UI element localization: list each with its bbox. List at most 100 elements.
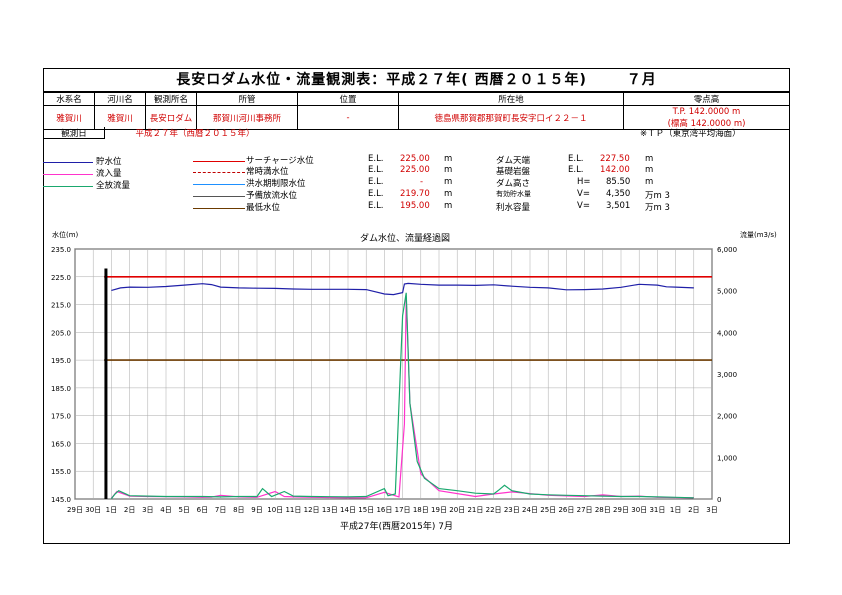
x-tick-label: 2日 <box>124 506 135 514</box>
y-right-tick-label: 6,000 <box>717 246 737 254</box>
dam-spec-value: 4,350 <box>606 189 631 199</box>
y-right-label: 流量(m3/s) <box>740 231 777 239</box>
dam-spec-unit: 万m 3 <box>645 191 670 201</box>
value-cell: 那賀川河川事務所 <box>196 105 298 130</box>
elev-el: E.L. <box>368 201 384 211</box>
elev-unit: m <box>444 165 453 175</box>
legend-label: 最低水位 <box>246 203 281 213</box>
y-left-label: 水位(m) <box>52 231 79 239</box>
title-era: 西暦２０１５年) <box>474 72 587 88</box>
elev-unit: m <box>444 177 453 187</box>
elev-el: E.L. <box>368 154 384 164</box>
value-cell: 長安ロダム <box>145 105 197 130</box>
x-tick-label: 13日 <box>322 506 338 514</box>
dam-spec-unit: 万m 3 <box>645 203 670 213</box>
elev-unit: m <box>444 201 453 211</box>
x-tick-label: 10日 <box>267 506 283 514</box>
x-tick-label: 17日 <box>395 506 411 514</box>
elev-el: E.L. <box>368 189 384 199</box>
x-tick-label: 3日 <box>142 506 153 514</box>
zero-altitude: (標高 142.0000 m) <box>623 117 790 130</box>
x-tick-label: 30日 <box>631 506 647 514</box>
legend-label: 流入量 <box>96 169 122 179</box>
x-tick-label: 5日 <box>178 506 189 514</box>
y-left-tick-label: 145.0 <box>51 496 71 504</box>
legend-swatch <box>193 172 245 173</box>
legend-swatch <box>43 162 93 163</box>
dam-spec-pre: V= <box>577 189 590 199</box>
x-tick-label: 6日 <box>197 506 208 514</box>
legend-label: 貯水位 <box>96 157 122 167</box>
info-value-row: 雅賀川 雅賀川 長安ロダム 那賀川河川事務所 - 徳島県那賀郡那賀町長安字口イ２… <box>43 105 790 130</box>
dam-spec-pre: V= <box>577 201 590 211</box>
x-tick-label: 15日 <box>358 506 374 514</box>
dam-spec-label: ダム高さ <box>496 179 531 189</box>
dam-spec-value: 227.50 <box>600 154 630 164</box>
x-tick-label: 7日 <box>215 506 226 514</box>
series-line-貯水位 <box>111 282 694 296</box>
x-tick-label: 16日 <box>376 506 392 514</box>
x-tick-label: 2日 <box>688 506 699 514</box>
dam-spec-value: 85.50 <box>606 177 631 187</box>
dam-spec-unit: m <box>645 177 654 187</box>
legend-swatch <box>193 184 245 185</box>
legend-label: 予備放流水位 <box>246 191 298 201</box>
legend-swatch <box>193 161 245 162</box>
elev-unit: m <box>444 189 453 199</box>
legend-swatch <box>193 208 245 209</box>
x-tick-label: 1日 <box>670 506 681 514</box>
value-cell: T.P. 142.0000 m <box>623 105 790 117</box>
x-tick-label: 9日 <box>251 506 262 514</box>
y-right-tick-label: 0 <box>717 496 721 504</box>
x-tick-label: 3日 <box>706 506 717 514</box>
legend-swatch <box>43 174 93 175</box>
x-tick-label: 21日 <box>467 506 483 514</box>
series-line-全放流量 <box>110 292 694 499</box>
dam-spec-value: 142.00 <box>600 165 630 175</box>
obs-year-label: 観測日 <box>43 127 105 139</box>
dam-spec-label: 基礎岩盤 <box>496 167 531 177</box>
elev-unit: m <box>444 154 453 164</box>
x-tick-label: 22日 <box>486 506 502 514</box>
title-month: ７月 <box>626 72 657 88</box>
legend-label: 常時満水位 <box>246 167 289 177</box>
report-title: 長安ロダム水位・流量観測表：平成２７年( 西暦２０１５年) ７月 <box>43 68 790 92</box>
y-left-tick-label: 205.0 <box>51 329 71 337</box>
obs-row: 観測日 平成２７年（西暦２０１５年） <box>43 127 285 139</box>
elev-value: 219.70 <box>400 189 430 199</box>
x-tick-label: 31日 <box>649 506 665 514</box>
dam-spec-unit: m <box>645 154 654 164</box>
legend-swatch <box>43 186 93 187</box>
x-tick-label: 4日 <box>160 506 171 514</box>
x-tick-label: 24日 <box>522 506 538 514</box>
x-tick-label: 29日 <box>613 506 629 514</box>
y-right-tick-label: 2,000 <box>717 413 737 421</box>
y-right-tick-label: 3,000 <box>717 371 737 379</box>
x-tick-label: 26日 <box>558 506 574 514</box>
x-tick-label: 20日 <box>449 506 465 514</box>
value-cell: 徳島県那賀郡那賀町長安字口イ２２－１ <box>398 105 624 130</box>
y-right-tick-label: 5,000 <box>717 288 737 296</box>
x-tick-label: 14日 <box>340 506 356 514</box>
dam-spec-value: 3,501 <box>606 201 631 211</box>
x-tick-label: 18日 <box>413 506 429 514</box>
dam-spec-label: ダム天端 <box>496 156 531 166</box>
y-right-tick-label: 4,000 <box>717 329 737 337</box>
dam-spec-unit: m <box>645 165 654 175</box>
elev-value: 225.00 <box>400 165 430 175</box>
report-frame <box>43 68 790 544</box>
y-left-tick-label: 175.0 <box>51 413 71 421</box>
datum-note: ※ＴＰ（東京湾平均海面） <box>640 129 741 139</box>
y-left-tick-label: 185.0 <box>51 385 71 393</box>
x-tick-label: 11日 <box>285 506 301 514</box>
legend-label: サーチャージ水位 <box>246 156 314 166</box>
legend-label: 全放流量 <box>96 181 131 191</box>
x-tick-label: 19日 <box>431 506 447 514</box>
dam-spec-label: 利水容量 <box>496 203 531 213</box>
y-left-tick-label: 165.0 <box>51 440 71 448</box>
dam-spec-pre: E.L. <box>568 165 584 175</box>
obs-year-value: 平成２７年（西暦２０１５年） <box>135 129 255 139</box>
x-tick-label: 1日 <box>106 506 117 514</box>
x-tick-label: 30日 <box>85 506 101 514</box>
y-left-tick-label: 155.0 <box>51 468 71 476</box>
